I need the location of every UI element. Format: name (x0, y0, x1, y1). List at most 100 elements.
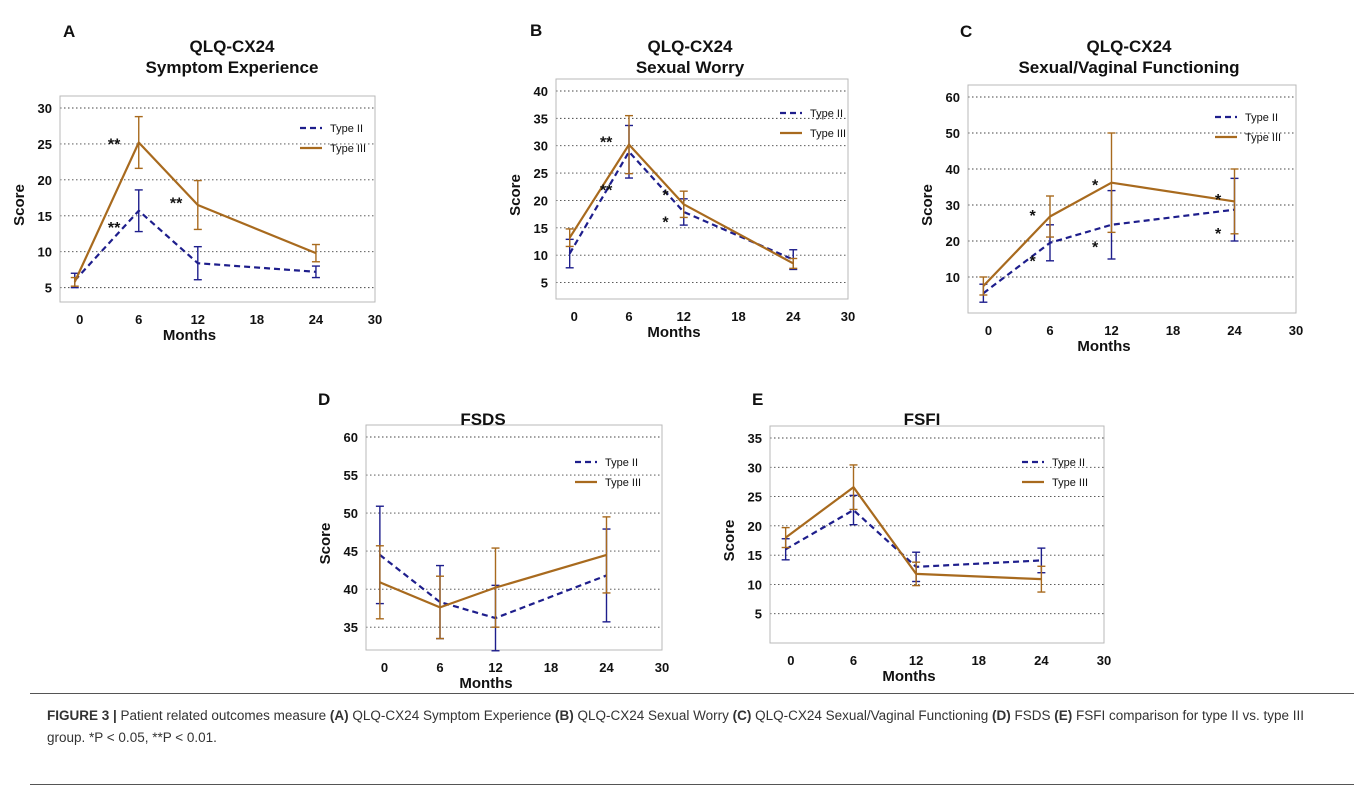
caption-text-d: FSDS (1010, 708, 1055, 723)
y-tick-label: 20 (534, 193, 548, 208)
caption-tag-b: (B) (555, 708, 574, 723)
legend: Type II Type III (300, 123, 366, 155)
y-tick-label: 25 (748, 490, 762, 505)
chart-panel-a: 5 10 15 20 25 30 0 6 12 18 24 30 Months Score A QLQ-CX2… (11, 22, 382, 344)
y-axis-label: Score (317, 523, 334, 565)
x-tick-label: 30 (368, 312, 382, 327)
legend: Type II Type III (1022, 457, 1088, 489)
panel-label: C (960, 22, 972, 41)
x-tick-label: 18 (1166, 323, 1180, 338)
x-tick-label: 18 (250, 312, 264, 327)
y-tick-label: 10 (748, 577, 762, 592)
legend-label: Type II (1245, 112, 1278, 124)
x-tick-label: 12 (909, 653, 923, 668)
y-tick-label: 20 (748, 519, 762, 534)
y-tick-label: 15 (748, 548, 762, 563)
caption-intro: Patient related outcomes measure (116, 708, 330, 723)
caption-tag-c: (C) (732, 708, 752, 723)
chart-panel-c: 10 20 30 40 50 60 0 6 12 18 24 30 Months Score C QLQ-CX… (919, 22, 1303, 355)
significance-marker: * (662, 187, 669, 204)
plot-frame (59, 95, 376, 303)
caption-figure-label: FIGURE 3 | (47, 708, 117, 723)
series-type-iii (979, 132, 1239, 296)
y-tick-label: 15 (534, 221, 548, 236)
y-axis-label: Score (11, 184, 28, 226)
series-type-iii (70, 115, 320, 287)
chart-title: FSFI (904, 410, 941, 429)
significance-marker: * (1029, 254, 1036, 271)
y-axis-label: Score (919, 184, 936, 226)
series-line (568, 150, 794, 261)
significance-marker: ** (108, 220, 121, 237)
series-type-ii (375, 505, 611, 652)
chart-title: QLQ-CX24 (647, 37, 733, 56)
x-tick-label: 18 (972, 653, 986, 668)
x-tick-label: 0 (571, 309, 578, 324)
x-tick-label: 24 (786, 309, 801, 324)
legend-label: Type III (810, 128, 846, 140)
y-tick-label: 60 (344, 430, 358, 445)
chart-title: Sexual Worry (636, 58, 745, 77)
significance-marker: * (1092, 239, 1099, 256)
chart-panel-d: 35 40 45 50 55 60 0 6 12 18 24 30 Months Score D FSDS Ty… (317, 390, 669, 692)
caption-text-b: QLQ-CX24 Sexual Worry (573, 708, 733, 723)
chart-title: FSDS (460, 410, 505, 429)
series-line (785, 486, 1042, 581)
significance-marker: * (662, 215, 669, 232)
legend-label: Type III (605, 477, 641, 489)
x-axis-label: Months (1077, 338, 1130, 355)
legend-label: Type II (330, 123, 363, 135)
y-tick-label: 50 (344, 506, 358, 521)
x-tick-label: 30 (1097, 653, 1111, 668)
x-axis-label: Months (882, 668, 935, 685)
chart-title: QLQ-CX24 (189, 37, 275, 56)
y-tick-label: 10 (946, 270, 960, 285)
figure-caption: FIGURE 3 | Patient related outcomes meas… (30, 693, 1354, 785)
caption-tag-e: (E) (1054, 708, 1073, 723)
y-tick-label: 45 (344, 544, 358, 559)
chart-title: Sexual/Vaginal Functioning (1018, 58, 1239, 77)
caption-text-c: QLQ-CX24 Sexual/Vaginal Functioning (751, 708, 992, 723)
x-tick-label: 6 (625, 309, 632, 324)
series-line (785, 508, 1042, 568)
x-tick-label: 12 (488, 660, 502, 675)
series-line (982, 181, 1235, 287)
x-tick-label: 24 (599, 660, 614, 675)
x-tick-label: 12 (677, 309, 691, 324)
series-line (568, 143, 794, 265)
legend-label: Type III (1052, 477, 1088, 489)
legend-label: Type II (1052, 457, 1085, 469)
y-axis-label: Score (721, 520, 738, 562)
significance-marker: * (1092, 177, 1099, 194)
x-tick-label: 6 (1046, 323, 1053, 338)
x-tick-label: 18 (544, 660, 558, 675)
legend-label: Type III (330, 143, 366, 155)
y-tick-label: 5 (755, 607, 762, 622)
chart-title: QLQ-CX24 (1086, 37, 1172, 56)
chart-panel-b: 5 10 15 20 25 30 35 40 0 6 12 18 24 30 Months Score B QLQ… (507, 21, 855, 341)
series-type-iii (375, 516, 611, 640)
y-tick-label: 20 (946, 234, 960, 249)
panel-label: B (530, 21, 542, 40)
significance-marker: ** (600, 182, 613, 199)
legend: Type II Type III (780, 108, 846, 140)
x-tick-label: 6 (850, 653, 857, 668)
x-tick-label: 18 (731, 309, 745, 324)
y-tick-label: 35 (344, 620, 358, 635)
series-line (379, 553, 607, 609)
significance-marker: ** (170, 195, 183, 212)
chart-panel-e: 5 10 15 20 25 30 35 0 6 12 18 24 30 Months Score E FSFI T… (721, 390, 1111, 685)
plot-frame (365, 424, 663, 651)
x-tick-label: 30 (1289, 323, 1303, 338)
chart-title: Symptom Experience (146, 58, 319, 77)
significance-marker: ** (108, 136, 121, 153)
x-tick-label: 30 (841, 309, 855, 324)
legend-label: Type II (605, 457, 638, 469)
legend-label: Type III (1245, 132, 1281, 144)
y-tick-label: 30 (946, 198, 960, 213)
series-line (73, 141, 317, 283)
y-tick-label: 10 (534, 248, 548, 263)
x-tick-label: 0 (985, 323, 992, 338)
